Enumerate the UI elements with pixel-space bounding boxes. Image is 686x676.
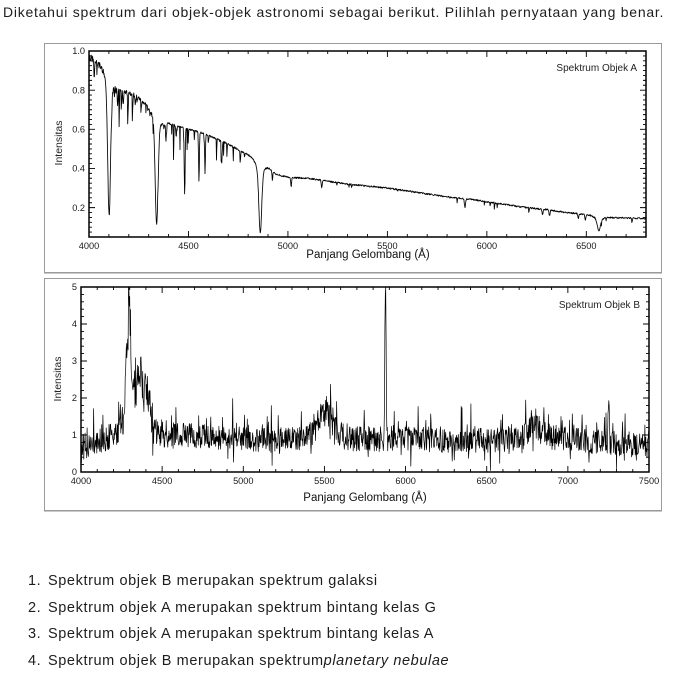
svg-text:4000: 4000	[79, 241, 99, 251]
svg-text:2: 2	[72, 393, 77, 403]
chart-b-ylabel: Intensitas	[52, 356, 64, 402]
svg-text:0.2: 0.2	[72, 203, 85, 213]
chart-a-panel: 4000 4500 5000 5500 6000 6500 0.2 0.4 0.6 0.8 1.0 …	[44, 43, 662, 273]
question-text: Diketahui spektrum dari objek-objek astr…	[3, 4, 665, 20]
statement-4: 4. Spektrum objek B merupakan spektrum p…	[28, 648, 449, 675]
chart-a-legend: Spektrum Objek A	[556, 63, 637, 74]
statement-4-text: Spektrum objek B merupakan spektrum	[48, 652, 324, 669]
svg-text:3: 3	[72, 356, 77, 366]
svg-text:5000: 5000	[278, 241, 298, 251]
chart-b-spectrum-plot: 4000 4500 5000 5500 6000 6500 7000 7500 0 1 2 3 4 5	[71, 282, 659, 486]
chart-a-spectrum-plot: 4000 4500 5000 5500 6000 6500 0.2 0.4 0.6 0.8 1.0	[72, 46, 647, 251]
statement-3-number: 3.	[28, 626, 42, 642]
statement-3-text: Spektrum objek A merupakan spektrum bint…	[48, 626, 435, 642]
chart-b-xlabel: Panjang Gelombang (Å)	[303, 492, 427, 504]
svg-text:4500: 4500	[152, 476, 172, 486]
svg-text:1: 1	[72, 430, 77, 440]
svg-text:1.0: 1.0	[72, 46, 85, 56]
statement-2-text: Spektrum objek A merupakan spektrum bint…	[48, 599, 437, 616]
statement-1-number: 1.	[28, 573, 42, 589]
svg-text:4500: 4500	[178, 241, 198, 251]
chart-b-panel: 4000 4500 5000 5500 6000 6500 7000 7500 0 1 2 3 4 5 I…	[44, 278, 662, 511]
statement-3: 3. Spektrum objek A merupakan spektrum b…	[28, 621, 449, 648]
svg-text:0: 0	[72, 467, 77, 477]
statement-4-italic: planetary nebulae	[323, 652, 450, 669]
statements-list: 1. Spektrum objek B merupakan spektrum g…	[28, 568, 449, 674]
statement-2: 2. Spektrum objek A merupakan spektrum b…	[28, 595, 449, 622]
chart-a-ylabel: Intensitas	[53, 120, 65, 166]
svg-text:0.8: 0.8	[72, 85, 85, 95]
svg-text:5000: 5000	[233, 476, 253, 486]
statement-4-number: 4.	[28, 652, 42, 669]
svg-text:6000: 6000	[395, 476, 415, 486]
svg-text:0.4: 0.4	[72, 164, 85, 174]
svg-text:7500: 7500	[639, 476, 659, 486]
svg-text:4: 4	[72, 319, 77, 329]
svg-text:5: 5	[72, 282, 77, 292]
svg-text:4000: 4000	[71, 476, 91, 486]
svg-text:6500: 6500	[476, 476, 496, 486]
svg-text:5500: 5500	[377, 241, 397, 251]
statement-1-text: Spektrum objek B merupakan spektrum gala…	[48, 573, 378, 589]
statement-2-number: 2.	[28, 599, 42, 616]
chart-a-xlabel: Panjang Gelombang (Å)	[306, 249, 430, 261]
chart-b-legend: Spektrum Objek B	[558, 300, 640, 311]
svg-text:6500: 6500	[576, 241, 596, 251]
statement-1: 1. Spektrum objek B merupakan spektrum g…	[28, 568, 449, 595]
svg-text:0.6: 0.6	[72, 125, 85, 135]
svg-text:7000: 7000	[558, 476, 578, 486]
svg-text:6000: 6000	[477, 241, 497, 251]
svg-text:5500: 5500	[314, 476, 334, 486]
